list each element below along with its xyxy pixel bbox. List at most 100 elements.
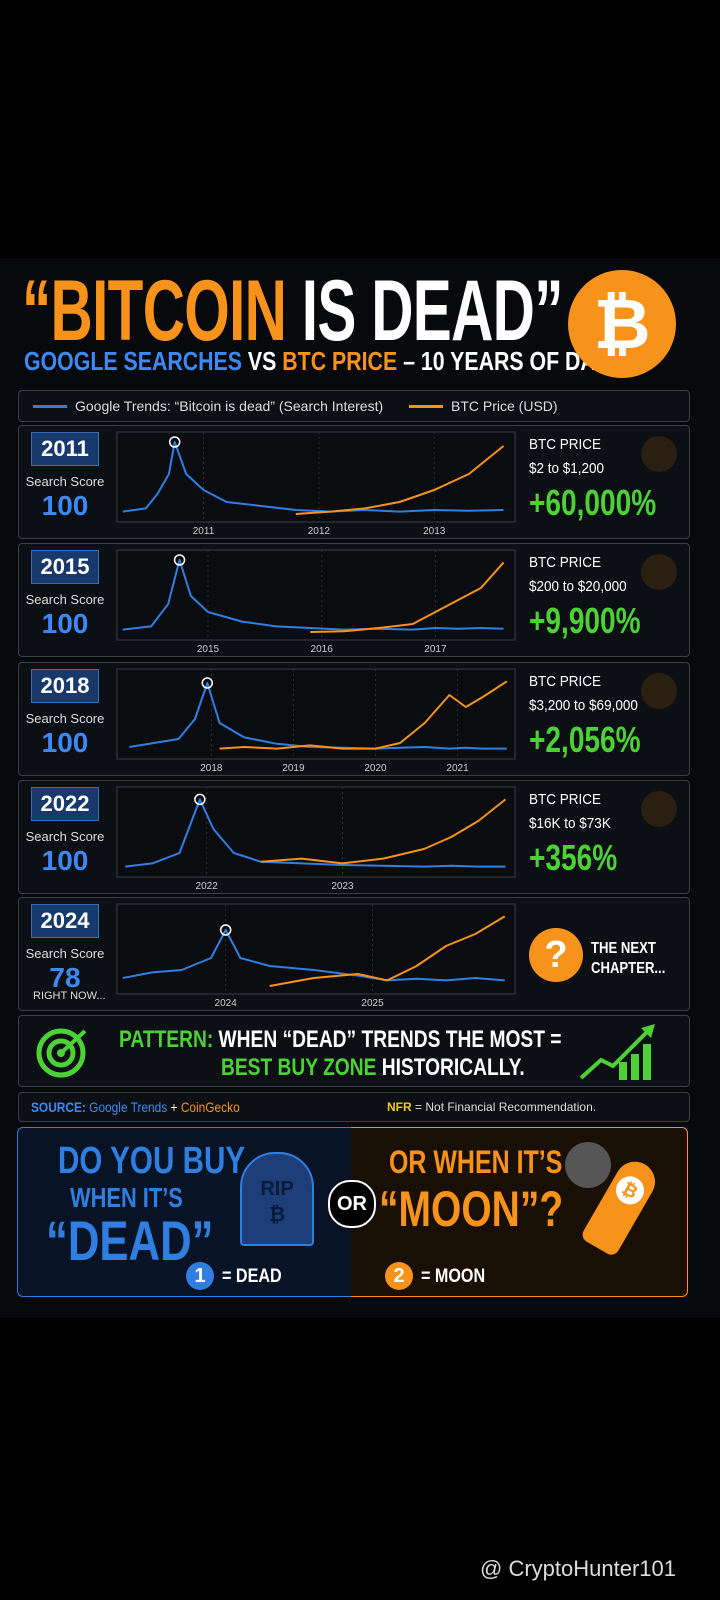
- score-label: Search Score: [25, 946, 105, 961]
- option-number: 1: [186, 1262, 214, 1290]
- series-line: [219, 680, 508, 750]
- pattern-box: PATTERN: WHEN “DEAD” TRENDS THE MOST = B…: [18, 1015, 690, 1087]
- panel: 2018 Search Score 100 BTC PRICE $3,200 to $6…: [18, 662, 690, 776]
- score-label: Search Score: [25, 592, 105, 607]
- x-tick-label: 2020: [364, 763, 387, 774]
- x-tick-label: 2015: [197, 644, 220, 655]
- option-text: = DEAD: [222, 1266, 282, 1287]
- series-line: [129, 682, 507, 750]
- subtitle-part: GOOGLE SEARCHES: [24, 346, 242, 376]
- price-range: $200 to $20,000: [529, 578, 627, 595]
- price-change: +356%: [529, 837, 618, 878]
- nfr: NFR: [387, 1100, 412, 1114]
- question-text: “MOON”?: [379, 1181, 564, 1237]
- legend-label: BTC Price (USD): [451, 398, 558, 414]
- pattern-text: HISTORICALLY.: [376, 1054, 525, 1081]
- growth-icon: [579, 1024, 655, 1080]
- chart: 2015 2016 2017: [116, 549, 516, 655]
- rip: RIP: [260, 1178, 294, 1200]
- plot-frame: [116, 786, 516, 878]
- tombstone: RIP ₿: [240, 1152, 314, 1246]
- series-line: [122, 559, 504, 631]
- pattern-highlight: BEST BUY ZONE: [221, 1054, 377, 1081]
- price-range: $16K to $73K: [529, 815, 611, 832]
- watermark: @ CryptoHunter101: [480, 1556, 676, 1581]
- rocket-symbol: ₿: [610, 1171, 650, 1210]
- year-badge: 2015: [31, 550, 99, 584]
- source: Google Trends: [89, 1099, 168, 1115]
- note: RIGHT NOW...: [33, 990, 106, 1002]
- price-label: BTC PRICE: [529, 436, 602, 453]
- score: 100: [41, 845, 89, 876]
- quote: “: [22, 263, 51, 359]
- x-tick-label: 2024: [215, 998, 238, 1009]
- moon: [565, 1142, 611, 1188]
- coin-icon: [641, 436, 677, 472]
- coin-icon: [641, 791, 677, 827]
- x-tick-label: 2013: [423, 526, 446, 537]
- peak-marker: [219, 924, 232, 936]
- legend-swatch: [33, 405, 67, 408]
- legend: Google Trends: “Bitcoin is dead” (Search…: [18, 390, 690, 422]
- series-line: [310, 561, 505, 633]
- x-tick-label: 2025: [361, 998, 384, 1009]
- pattern-text: WHEN “DEAD” TRENDS THE MOST =: [213, 1026, 562, 1053]
- subtitle: GOOGLE SEARCHES VS BTC PRICE – 10 YEARS …: [24, 346, 621, 377]
- price-range: $3,200 to $69,000: [529, 697, 638, 714]
- price-change: +2,056%: [529, 719, 641, 760]
- chart: 2011 2012 2013: [116, 431, 516, 537]
- x-tick-label: 2016: [311, 644, 334, 655]
- title-orange: BITCOIN: [50, 263, 287, 359]
- plot-frame: [116, 431, 516, 523]
- panel: 2011 Search Score 100 BTC PRICE $2 to $1,200…: [18, 425, 690, 539]
- score: 100: [41, 490, 89, 521]
- title-white: IS DEAD: [286, 263, 535, 359]
- score-label: Search Score: [25, 474, 105, 489]
- x-tick-label: 2023: [331, 881, 354, 892]
- bitcoin-logo: ₿: [568, 270, 676, 378]
- x-tick-label: 2011: [193, 526, 215, 537]
- panel: 2015 Search Score 100 BTC PRICE $200 to $20,…: [18, 543, 690, 657]
- moon-side: OR WHEN IT’S “MOON”? ₿ 2 = MOON: [351, 1127, 688, 1297]
- peak-marker: [201, 677, 214, 689]
- year-badge: 2011: [31, 432, 99, 466]
- year-badge: 2022: [31, 787, 99, 821]
- series-line: [295, 445, 505, 515]
- target-icon: [36, 1028, 87, 1078]
- question-text: “DEAD”: [46, 1209, 214, 1272]
- price-label: BTC PRICE: [529, 554, 602, 571]
- x-tick-label: 2019: [282, 763, 305, 774]
- score: 100: [41, 608, 89, 639]
- score-label: Search Score: [25, 711, 105, 726]
- plot-frame: [116, 668, 516, 760]
- quote: ”: [534, 263, 563, 359]
- question-text: DO YOU BUY: [58, 1140, 246, 1182]
- next-text: CHAPTER...: [591, 960, 666, 977]
- chart: 2024 2025: [116, 903, 516, 1009]
- price-label: BTC PRICE: [529, 673, 602, 690]
- x-tick-label: 2018: [200, 763, 223, 774]
- source-plus: +: [170, 1099, 178, 1115]
- series-line: [122, 441, 504, 513]
- pattern-label: PATTERN:: [119, 1026, 214, 1053]
- subtitle-part: BTC PRICE: [282, 346, 398, 376]
- peak-marker: [194, 793, 206, 806]
- question-icon: ?: [529, 928, 583, 982]
- next-text: THE NEXT: [591, 940, 656, 957]
- series-line: [269, 915, 506, 987]
- source-label: SOURCE:: [31, 1099, 86, 1115]
- question-text: WHEN IT’S: [70, 1182, 183, 1213]
- title: “BITCOIN IS DEAD”: [22, 262, 563, 361]
- dead-side: DO YOU BUY WHEN IT’S “DEAD” RIP ₿ 1 = DE…: [17, 1127, 352, 1297]
- x-tick-label: 2017: [424, 644, 447, 655]
- chart: 2022 2023: [116, 786, 516, 892]
- coin-icon: [641, 673, 677, 709]
- x-tick-label: 2012: [308, 526, 331, 537]
- or-badge: OR: [328, 1180, 376, 1228]
- question-text: OR WHEN IT’S: [389, 1144, 563, 1180]
- nfr-text: = Not Financial Recommendation.: [411, 1100, 597, 1114]
- year-badge: 2018: [31, 669, 99, 703]
- coin-icon: [641, 554, 677, 590]
- series-line: [260, 798, 507, 865]
